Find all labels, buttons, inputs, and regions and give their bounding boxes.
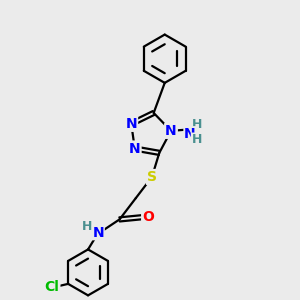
Text: Cl: Cl — [44, 280, 59, 294]
Text: N: N — [92, 226, 104, 240]
Text: H: H — [191, 133, 202, 146]
Text: O: O — [142, 210, 154, 224]
Text: N: N — [125, 117, 137, 131]
Text: S: S — [147, 170, 157, 184]
Text: H: H — [82, 220, 92, 233]
Text: H: H — [191, 118, 202, 130]
Text: N: N — [184, 127, 196, 141]
Text: N: N — [129, 142, 141, 155]
Text: N: N — [165, 124, 177, 138]
